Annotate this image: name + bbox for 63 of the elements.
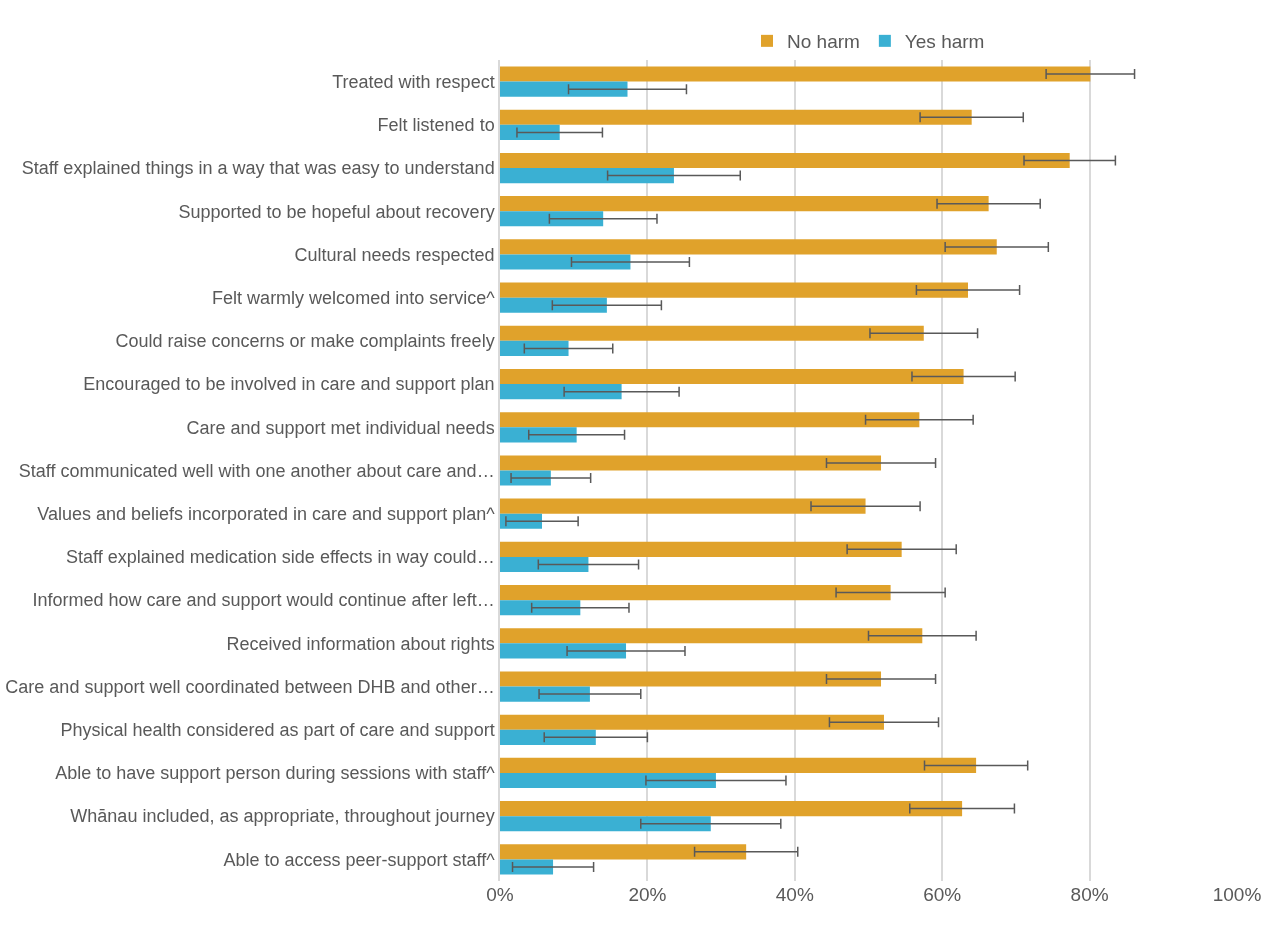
bar [500, 368, 964, 385]
bar [500, 556, 589, 573]
bar [500, 340, 569, 356]
bar [500, 325, 924, 341]
y-tick-label: Care and support met individual needs [186, 417, 495, 438]
bar [500, 686, 590, 702]
bar [500, 816, 711, 832]
bar [500, 412, 920, 428]
bar [500, 671, 882, 687]
bar [500, 81, 628, 97]
y-tick-label: Staff communicated well with one another about care and… [18, 460, 495, 481]
bar [500, 729, 596, 745]
x-tick-label: 100% [1212, 884, 1262, 905]
y-tick-label: Whānau included, as appropriate, throughout journey [70, 806, 495, 827]
bar [500, 498, 866, 514]
y-tick-label: Received information about rights [226, 633, 495, 654]
y-tick-label: Informed how care and support would continue after left… [32, 590, 495, 611]
x-tick-label: 0% [486, 884, 514, 905]
bar [500, 282, 968, 298]
bar [500, 254, 631, 270]
bar [500, 643, 627, 659]
x-tick-label: 20% [628, 884, 667, 905]
bar [500, 600, 581, 616]
bar [500, 211, 604, 227]
y-tick-label: Felt warmly welcomed into service^ [212, 287, 496, 308]
y-tick-label: Staff explained medication side effects in way could… [66, 547, 495, 568]
y-tick-label: Physical health considered as part of care and support [60, 720, 495, 741]
bar [500, 297, 607, 313]
bar [500, 714, 884, 730]
bar [500, 628, 923, 644]
y-tick-label: Cultural needs respected [294, 244, 495, 265]
x-tick-label: 80% [1070, 884, 1109, 905]
y-tick-label: Felt listened to [377, 115, 495, 136]
y-tick-label: Could raise concerns or make complaints freely [115, 331, 495, 352]
legend-label: No harm [787, 31, 860, 53]
bar [500, 513, 543, 529]
bar [500, 844, 747, 860]
bar [500, 239, 997, 255]
bar [500, 801, 963, 817]
bar [500, 152, 1070, 169]
bar [500, 585, 891, 601]
y-tick-label: Staff explained things in a way that was easy to understand [21, 158, 495, 179]
x-tick-label: 60% [923, 884, 962, 905]
bar [500, 772, 716, 789]
y-tick-label: Values and beliefs incorporated in care and support plan^ [37, 504, 496, 525]
y-tick-label: Supported to be hopeful about recovery [178, 201, 495, 222]
x-tick-label: 40% [775, 884, 814, 905]
bar [500, 541, 902, 557]
bar [500, 384, 622, 400]
bar [500, 455, 882, 471]
bar [500, 124, 560, 140]
y-tick-label: Encouraged to be involved in care and support plan [83, 374, 495, 395]
bar [500, 66, 1091, 82]
bar [500, 196, 989, 212]
bar [500, 109, 972, 125]
y-tick-label: Treated with respect [332, 71, 495, 92]
bar [500, 427, 577, 443]
y-tick-label: Able to access peer-support staff^ [223, 849, 496, 870]
y-tick-label: Able to have support person during sessions with staff^ [55, 763, 496, 784]
y-tick-label: Care and support well coordinated between DHB and other… [5, 676, 495, 697]
legend-label: Yes harm [904, 31, 985, 53]
bar [500, 168, 674, 184]
bar [500, 757, 977, 773]
